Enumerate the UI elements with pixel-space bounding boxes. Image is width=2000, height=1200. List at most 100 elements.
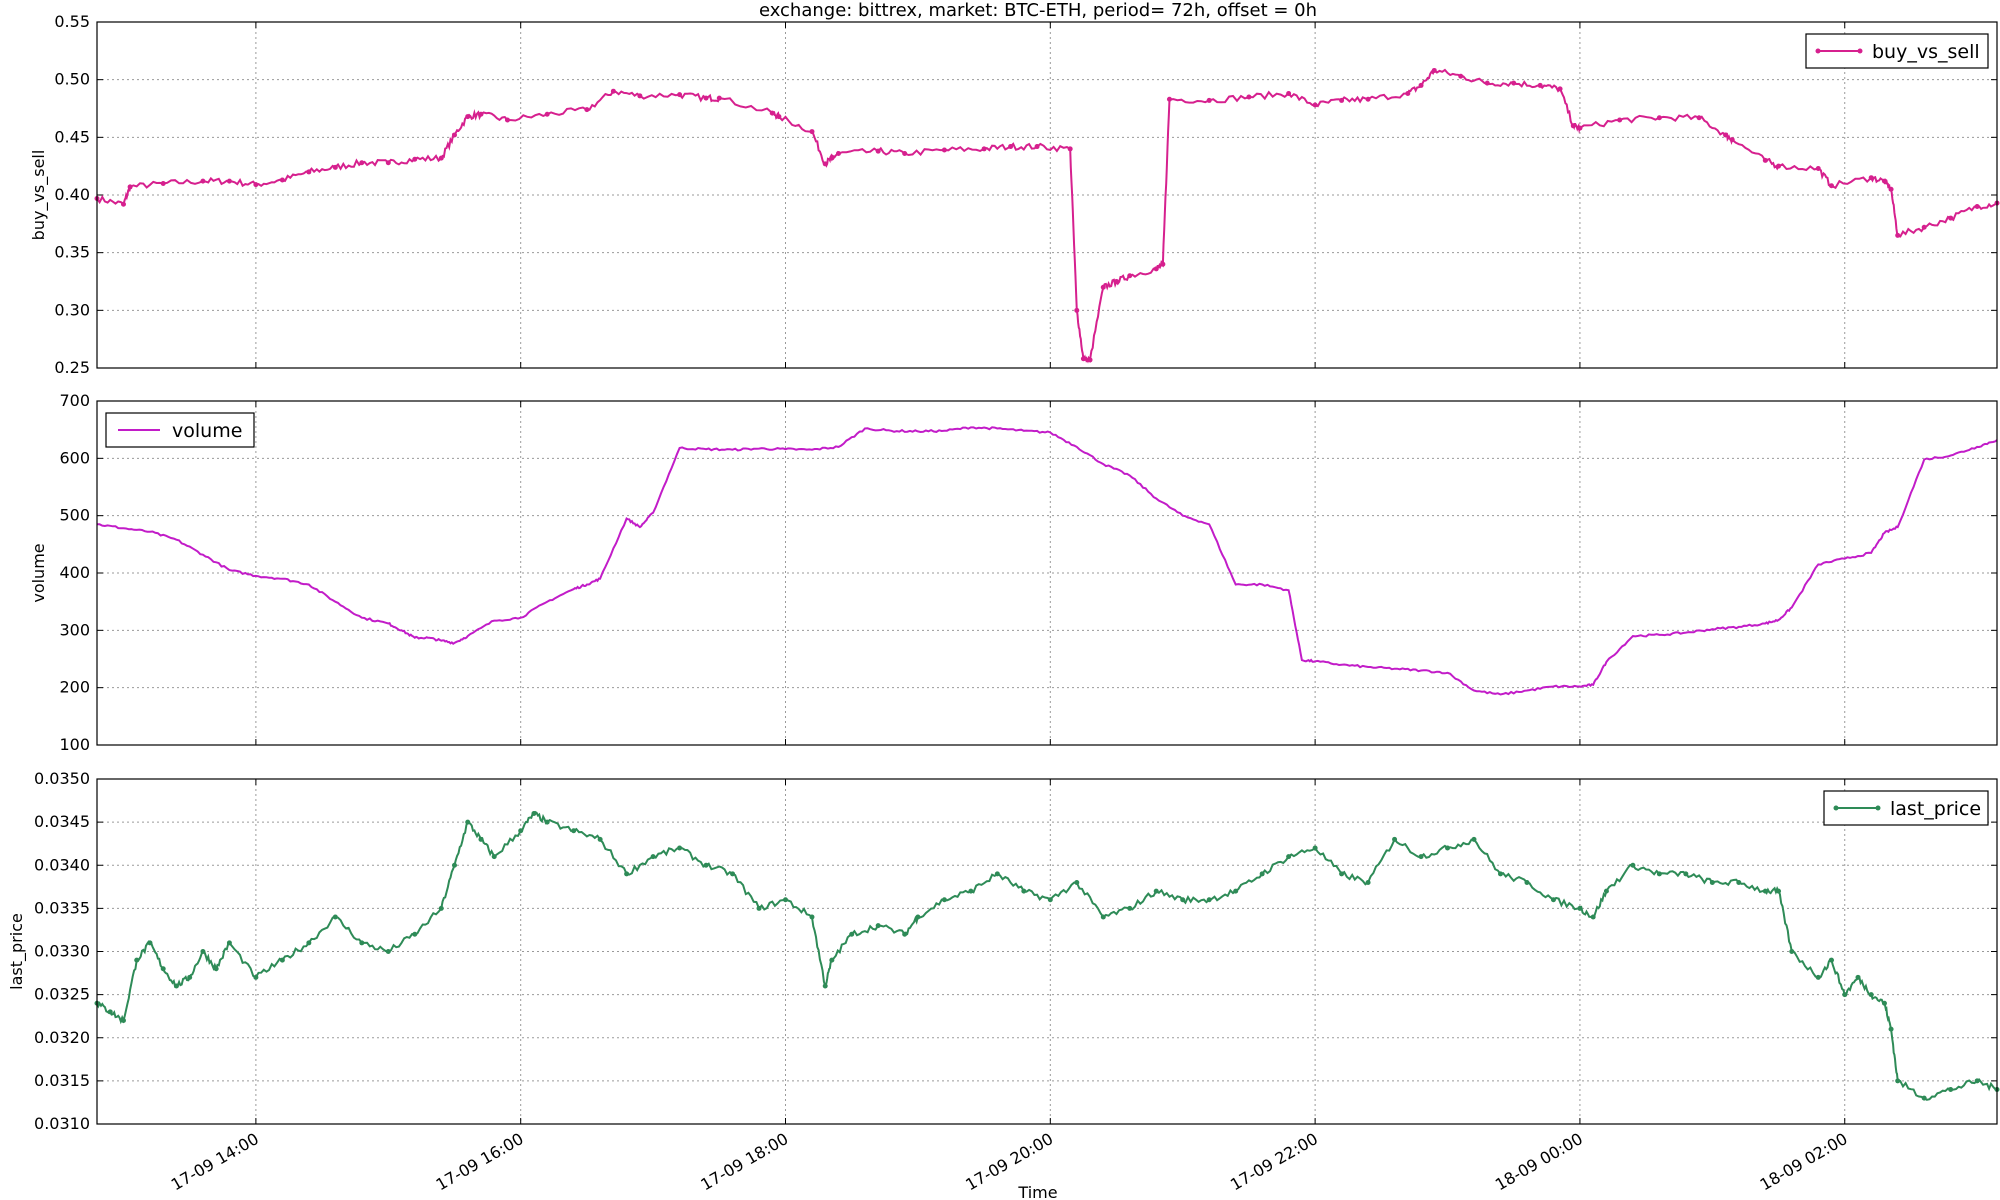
x-tick-label: 17-09 18:00 [697,1129,791,1194]
data-point [597,836,603,842]
data-point [160,966,166,972]
y-tick-label: 0.0315 [34,1071,90,1090]
data-point [677,845,683,851]
data-point [1114,279,1120,284]
data-point [1365,880,1371,885]
data-point [703,862,709,868]
data-point [1080,356,1086,362]
data-point [829,155,835,161]
y-tick-label: 200 [59,678,90,697]
data-point [1815,165,1821,171]
y-tick-label: 0.55 [54,12,90,31]
data-point [438,905,444,911]
data-point [173,983,179,989]
data-point [385,949,391,954]
data-point [1047,897,1053,903]
data-point [822,983,828,989]
data-point [1405,91,1411,97]
data-point [624,871,630,877]
data-point [279,957,285,963]
data-point [1127,905,1133,911]
data-point [1789,949,1795,954]
data-point [1206,97,1212,103]
chart-title: exchange: bittrex, market: BTC-ETH, peri… [759,0,1317,21]
data-point [1166,96,1172,102]
data-point [809,914,815,920]
legend-label: volume [172,420,242,442]
data-point [756,905,762,911]
y-tick-label: 0.50 [54,70,90,89]
legend-marker [1815,48,1821,54]
data-point [1776,888,1782,894]
data-point [134,957,140,963]
axes-frame [96,21,1998,369]
volume-panel: 100 200 300 400 500 600 700 volume volume [29,391,1998,754]
y-axis-label: last_price [7,913,27,990]
data-point [226,178,232,184]
data-point [981,146,987,152]
data-point [1484,80,1490,86]
data-point [1339,871,1345,877]
data-point [332,914,338,920]
y-tick-label: 600 [59,448,90,467]
data-point [1921,224,1927,230]
data-point [359,940,365,946]
data-point [875,148,881,154]
data-point [902,150,908,156]
y-tick-label: 0.30 [54,300,90,319]
data-point [544,111,550,117]
data-point [491,854,497,860]
legend: buy_vs_sell [1805,33,1989,69]
legend-label: buy_vs_sell [1872,41,1980,63]
data-point [120,201,126,207]
data-point [306,940,312,946]
y-tick-label: 0.0350 [34,769,90,788]
data-point [1339,97,1345,103]
data-point [1855,974,1861,980]
data-point [1921,1095,1927,1101]
data-point [1286,854,1292,860]
data-point [1974,204,1980,210]
data-point [941,897,947,903]
data-point [1656,871,1662,877]
data-point [332,164,338,170]
data-point [1815,974,1821,980]
data-point [1180,897,1186,903]
x-axis-label: Time [1017,1183,1057,1200]
data-point [478,111,484,117]
data-point [1895,232,1901,238]
data-point [1888,186,1894,192]
data-point [226,940,232,946]
data-point [1497,871,1503,877]
y-tick-label: 100 [59,735,90,754]
series-line-volume [97,426,1998,696]
data-point [1762,157,1768,163]
data-point [1550,897,1556,903]
data-point [571,828,577,834]
data-point [1729,137,1735,143]
data-point [1709,880,1715,885]
series-line-buy_vs_sell [96,68,1998,364]
data-point [160,180,166,186]
y-tick-label: 0.25 [54,358,90,377]
buy-vs-sell-panel: 0.250.300.350.400.450.500.55buy_vs_sellb… [29,12,2000,377]
data-point [531,811,537,816]
data-point [107,1009,113,1015]
data-point [703,95,709,101]
data-point [915,914,921,920]
data-point [200,949,206,954]
data-point [637,93,643,99]
data-point [1590,914,1596,920]
data-point [1471,836,1477,842]
x-tick-label: 18-09 00:00 [1492,1129,1586,1194]
data-point [478,836,484,842]
data-point [465,114,471,120]
series-line-last_price [96,810,1998,1101]
data-point [1511,80,1517,86]
data-point [1153,888,1159,894]
data-point [1087,357,1093,363]
data-point [829,957,835,963]
data-point [1696,115,1702,121]
data-point [1948,215,1954,221]
